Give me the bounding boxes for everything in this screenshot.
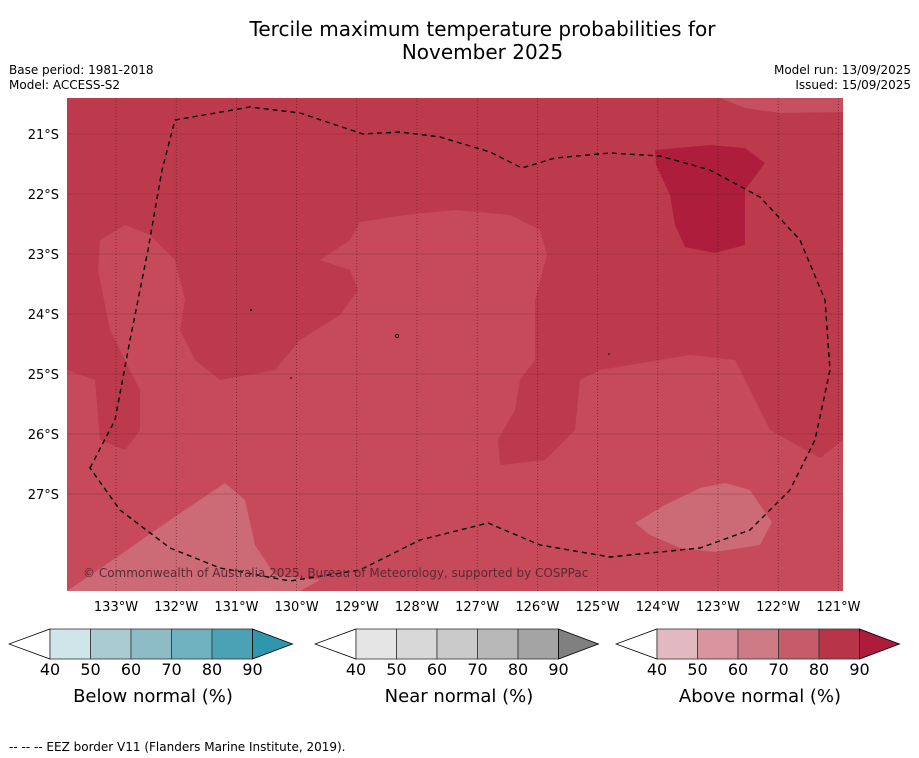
eez-border <box>89 106 831 582</box>
longitude-label: 123°W <box>696 600 740 615</box>
colorbar-segment <box>436 628 478 660</box>
legend-above-normal: 40 50 60 70 80 90 Above normal (%) <box>614 620 915 710</box>
colorbar-tick-label: 40 <box>39 660 61 679</box>
colorbar-segment <box>517 628 559 660</box>
colorbar-tick-label: 90 <box>548 660 569 679</box>
island-mark <box>290 377 292 379</box>
colorbar-tick-label: 70 <box>768 660 789 679</box>
colorbar-tick-label: 50 <box>687 660 708 679</box>
issued-date: Issued: 15/09/2025 <box>795 78 911 92</box>
probability-field <box>67 98 843 591</box>
colorbar-lower-extension <box>7 628 51 660</box>
legend-label: Near normal (%) <box>384 686 534 707</box>
colorbar-tick-label: 40 <box>646 660 668 679</box>
latitude-labels: 21°S 22°S 23°S 24°S 25°S 26°S 27°S <box>28 128 59 503</box>
latitude-label: 23°S <box>28 248 59 263</box>
colorbar-segment <box>778 628 820 660</box>
colorbar-below <box>7 628 294 660</box>
colorbar-tick-label: 50 <box>386 660 407 679</box>
colorbar-upper-extension <box>859 628 901 660</box>
latitude-label: 24°S <box>28 308 59 323</box>
colorbar-segment <box>477 628 519 660</box>
colorbar-segment <box>211 628 253 660</box>
colorbar-segment <box>90 628 132 660</box>
field-60-70-southwest <box>67 483 320 591</box>
latitude-label: 21°S <box>28 128 59 143</box>
graticule <box>67 98 843 591</box>
colorbar-segment <box>818 628 860 660</box>
latitude-label: 26°S <box>28 428 59 443</box>
colorbar-tick-label: 60 <box>727 660 749 679</box>
title-line-1: Tercile maximum temperature probabilitie… <box>249 17 716 41</box>
colorbar-segment <box>656 628 698 660</box>
colorbar-segment <box>171 628 213 660</box>
latitude-label: 27°S <box>28 488 59 503</box>
longitude-label: 128°W <box>395 600 439 615</box>
metadata-right: Model run: 13/09/2025 Issued: 15/09/2025 <box>774 63 911 93</box>
longitude-label: 129°W <box>335 600 379 615</box>
colorbar-upper-extension <box>558 628 600 660</box>
longitude-label: 132°W <box>154 600 198 615</box>
copyright-notice: © Commonwealth of Australia 2025, Bureau… <box>83 566 588 580</box>
island-mark <box>394 333 399 338</box>
colorbar-ticks: 40 50 60 70 80 90 <box>8 660 308 680</box>
colorbar-tick-label: 70 <box>161 660 182 679</box>
colorbar-above <box>614 628 901 660</box>
colorbar-upper-extension <box>252 628 294 660</box>
model-run: Model run: 13/09/2025 <box>773 63 911 77</box>
colorbar-tick-label: 70 <box>467 660 488 679</box>
colorbar-tick-label: 80 <box>201 660 223 679</box>
latitude-label: 22°S <box>28 188 59 203</box>
longitude-label: 121°W <box>816 600 860 615</box>
longitude-label: 126°W <box>515 600 559 615</box>
colorbar-near <box>313 628 600 660</box>
colorbar-tick-label: 80 <box>507 660 529 679</box>
field-over-90 <box>655 145 765 253</box>
colorbar-tick-label: 40 <box>345 660 367 679</box>
latitude-label: 25°S <box>28 368 59 383</box>
colorbar-segment <box>737 628 779 660</box>
colorbar-lower-extension <box>614 628 658 660</box>
colorbar-tick-label: 60 <box>426 660 448 679</box>
legend-label: Above normal (%) <box>678 686 842 707</box>
colorbar-segment <box>355 628 397 660</box>
field-80-90-north <box>67 98 843 465</box>
title-line-2: November 2025 <box>401 40 564 64</box>
colorbar-segment <box>697 628 739 660</box>
colorbar-ticks: 40 50 60 70 80 90 <box>615 660 915 680</box>
colorbar-tick-label: 80 <box>808 660 830 679</box>
map-title: Tercile maximum temperature probabilitie… <box>0 18 919 64</box>
metadata-left: Base period: 1981-2018 Model: ACCESS-S2 <box>9 63 154 93</box>
colorbar-tick-label: 50 <box>80 660 101 679</box>
longitude-label: 125°W <box>576 600 620 615</box>
longitude-label: 133°W <box>94 600 138 615</box>
longitude-label: 130°W <box>275 600 319 615</box>
longitude-label: 122°W <box>756 600 800 615</box>
legend-label: Below normal (%) <box>73 686 233 707</box>
legend-near-normal: 40 50 60 70 80 90 Near normal (%) <box>313 620 614 710</box>
footnote: -- -- -- EEZ border V11 (Flanders Marine… <box>9 740 346 754</box>
colorbar-tick-label: 90 <box>242 660 263 679</box>
colorbar-tick-label: 90 <box>849 660 870 679</box>
model-name: Model: ACCESS-S2 <box>9 78 121 92</box>
island-mark <box>250 309 252 311</box>
island-mark <box>608 353 610 355</box>
longitude-label: 131°W <box>214 600 258 615</box>
field-60-70-southeast <box>635 483 772 552</box>
base-period: Base period: 1981-2018 <box>9 63 154 77</box>
longitude-label: 127°W <box>455 600 499 615</box>
colorbar-tick-label: 60 <box>120 660 142 679</box>
field-80-90-upper-right <box>720 98 843 113</box>
legend-below-normal: 40 50 60 70 80 90 Below normal (%) <box>7 620 308 710</box>
colorbar-segment <box>130 628 172 660</box>
colorbar-ticks: 40 50 60 70 80 90 <box>314 660 614 680</box>
colorbar-lower-extension <box>313 628 357 660</box>
colorbar-segment <box>49 628 91 660</box>
longitude-labels: 133°W 132°W 131°W 130°W 129°W 128°W 127°W 126°W… <box>94 600 861 615</box>
colorbar-segment <box>396 628 438 660</box>
longitude-label: 124°W <box>636 600 680 615</box>
